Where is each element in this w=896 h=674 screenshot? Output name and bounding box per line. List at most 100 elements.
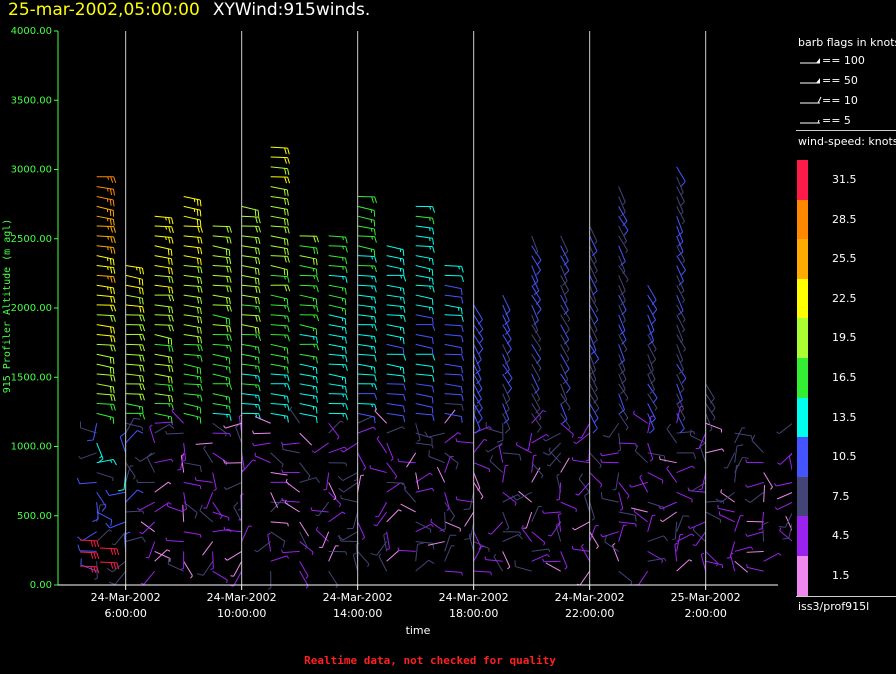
wind-barb	[415, 521, 432, 533]
wind-barb	[125, 264, 145, 275]
wind-barb	[357, 415, 376, 424]
wind-barb	[299, 274, 319, 283]
wind-barb	[167, 557, 184, 572]
barb-sample-icon	[800, 96, 822, 104]
wind-barb	[270, 324, 290, 333]
wind-barb	[589, 403, 599, 424]
wind-barb	[674, 542, 678, 562]
x-axis-title: time	[406, 624, 431, 637]
wind-barb	[270, 274, 290, 283]
wind-barb	[183, 393, 203, 402]
wind-barb	[618, 511, 637, 522]
axes	[57, 31, 778, 586]
wind-barb	[154, 549, 171, 562]
wind-barb	[378, 553, 388, 572]
wind-barb	[589, 373, 598, 392]
wind-barb	[676, 265, 684, 286]
colorbar-label: 28.5	[832, 212, 857, 226]
wind-barb	[183, 205, 202, 217]
wind-barb	[730, 552, 736, 572]
wind-barb	[241, 314, 261, 322]
wind-barb	[352, 552, 359, 572]
wind-barb	[473, 363, 482, 385]
wind-barb	[560, 383, 568, 405]
wind-barb	[357, 205, 376, 217]
wind-barb	[299, 383, 318, 394]
wind-barb	[183, 403, 202, 414]
wind-barb	[734, 432, 753, 440]
barb-legend-label: == 5	[822, 114, 851, 127]
wind-barb	[154, 353, 173, 364]
wind-barb	[241, 393, 261, 402]
wind-barb	[337, 472, 358, 481]
wind-barb	[154, 334, 173, 345]
wind-barb	[328, 422, 340, 440]
wind-barb	[270, 215, 289, 226]
wind-barb	[270, 314, 290, 323]
wind-barb	[96, 274, 116, 283]
wind-barb	[676, 452, 697, 460]
wind-barb	[473, 438, 488, 454]
wind-barb	[444, 570, 463, 576]
wind-barb	[444, 324, 464, 332]
wind-barb	[397, 547, 416, 552]
wind-barb	[96, 186, 116, 196]
wind-barb	[241, 353, 260, 364]
wind-barb	[502, 314, 511, 335]
wind-barb	[96, 353, 115, 365]
wind-barb	[560, 294, 569, 316]
wind-barb	[183, 492, 188, 511]
wind-barb	[328, 491, 342, 508]
wind-barb	[618, 235, 628, 254]
wind-barb	[415, 274, 434, 285]
wind-barb	[223, 422, 242, 429]
wind-barb	[676, 275, 685, 294]
wind-barb	[338, 482, 358, 493]
wind-barb	[125, 536, 146, 543]
wind-barb	[183, 531, 202, 538]
wind-barb	[154, 314, 174, 322]
wind-barb	[357, 383, 378, 390]
wind-barb	[108, 570, 127, 585]
wind-barb	[154, 265, 173, 275]
wind-barb	[473, 354, 481, 375]
wind-barb	[589, 452, 602, 469]
wind-barb	[502, 511, 510, 531]
wind-barb	[87, 423, 98, 442]
wind-barb	[502, 324, 512, 345]
wind-barb	[444, 363, 463, 374]
wind-barb	[676, 176, 684, 195]
wind-barb	[518, 490, 532, 503]
wind-barb	[676, 383, 683, 405]
wind-barb	[487, 521, 504, 535]
wind-barb	[386, 482, 404, 493]
wind-barb	[560, 235, 569, 257]
wind-barb	[328, 446, 348, 454]
wind-barb	[705, 383, 715, 404]
wind-barb	[589, 275, 598, 296]
wind-barb	[415, 314, 434, 325]
wind-barb	[531, 531, 546, 546]
wind-barb	[270, 373, 290, 382]
wind-barb	[357, 474, 364, 493]
wind-barb	[618, 334, 628, 353]
wind-barb	[455, 496, 474, 503]
wind-barb	[589, 525, 599, 542]
wind-barb	[676, 373, 685, 395]
wind-barb	[319, 531, 330, 548]
wind-barb	[542, 442, 562, 456]
wind-barb	[96, 205, 115, 217]
wind-barb	[96, 255, 115, 266]
wind-barb	[633, 410, 648, 424]
wind-barb	[589, 294, 599, 313]
x-tick-time: 22:00:00	[565, 607, 614, 620]
wind-barb	[415, 304, 434, 315]
wind-barb	[444, 264, 464, 273]
wind-barb	[183, 314, 203, 324]
wind-barb	[183, 383, 203, 391]
wind-barb	[96, 383, 115, 394]
wind-barb	[183, 412, 202, 424]
wind-barb	[299, 324, 318, 336]
wind-barb	[340, 495, 358, 503]
wind-barb	[96, 412, 115, 424]
